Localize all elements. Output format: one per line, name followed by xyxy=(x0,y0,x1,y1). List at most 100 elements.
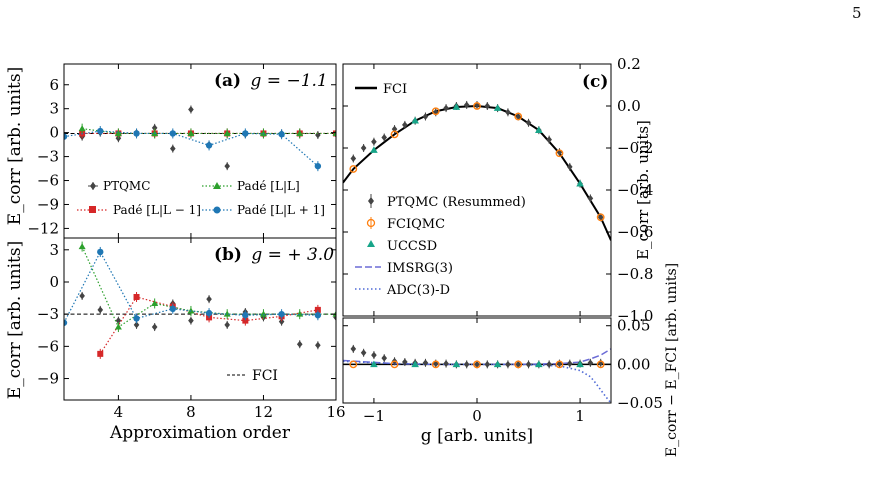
panel-b-series-2-point-1 xyxy=(114,323,122,330)
panel-c-fciqmc-point-4 xyxy=(514,112,523,121)
panel-d-uccsd-point-1 xyxy=(411,360,419,368)
panel-d-ptqmc-point-5 xyxy=(402,358,408,366)
panel-c-ptqmc-point-0 xyxy=(350,155,357,162)
panel-d-ptqmc-point-12 xyxy=(474,360,480,368)
panel-b-series-3-point-5 xyxy=(242,312,249,319)
panel-d-fciqmc-point-6 xyxy=(596,360,605,369)
panel-b-series-3-point-2 xyxy=(133,315,140,322)
panel-a-series-2-point-3 xyxy=(187,129,195,136)
panel-c-fciqmc-point-5 xyxy=(555,149,564,158)
panel-c-ytick-label-2: −0.2 xyxy=(617,139,653,157)
legend-fciqmc: FCIQMC xyxy=(387,217,445,232)
panel-c-ptqmc-point-19 xyxy=(546,136,552,144)
panel-d-uccsd-point-3 xyxy=(493,360,502,368)
panel-d-fciqmc-point-2 xyxy=(431,360,440,369)
panel-d-fciqmc-point-5 xyxy=(555,360,564,369)
panel-c-ptqmc-point-11 xyxy=(463,101,470,109)
panel-b-series-3-point-6 xyxy=(278,310,285,318)
panel-b-series-1-point-6 xyxy=(314,306,321,313)
panel-d-ptqmc-point-15 xyxy=(505,360,511,368)
panel-a-series-0-point-14 xyxy=(315,131,321,139)
panel-c-fciqmc-point-2 xyxy=(431,107,440,116)
panel-a-series-0-point-6 xyxy=(170,145,176,153)
panel-d-ptqmc-point-17 xyxy=(525,360,532,368)
panel-c-ptqmc-point-20 xyxy=(556,148,563,156)
legend-ptqmc-resummed: PTQMC (Resummed) xyxy=(387,195,526,210)
panel-b-series-0-point-13 xyxy=(296,340,303,348)
panel-d-xtick-label-2: 1 xyxy=(575,407,585,425)
legend-ptqmc: PTQMC xyxy=(103,179,150,193)
panel-b-series-2-point-0 xyxy=(78,243,86,250)
panel-d-uccsd-point-4 xyxy=(535,360,543,368)
panel-a-series-2-point-5 xyxy=(259,129,267,136)
panel-a-ytick-label-1: 3 xyxy=(49,100,59,118)
panel-b-ytick-label-0: 3 xyxy=(49,241,59,259)
panel-d-ptqmc-point-0 xyxy=(350,345,357,353)
panel-b-series-3-point-4 xyxy=(205,309,213,317)
panel-c-ptqmc-point-5 xyxy=(402,121,408,129)
panel-a xyxy=(64,105,336,172)
panel-d xyxy=(343,344,611,403)
panel-c-fciqmc-point-3 xyxy=(473,102,481,110)
panel-d-uccsd-point-5 xyxy=(576,360,584,368)
panel-b-series-1-point-1 xyxy=(133,294,140,301)
panel-b-series-0-point-12 xyxy=(278,318,285,326)
panel-b xyxy=(64,241,336,359)
panel-b-series-3-point-0 xyxy=(64,319,68,326)
panel-a-ytick-label-0: 6 xyxy=(49,76,59,94)
panel-a-series-3-point-1 xyxy=(97,127,104,135)
panel-c-ptqmc-point-24 xyxy=(597,213,604,221)
legend-pade-lm1: Padé [L|L − 1] xyxy=(113,203,201,217)
panel-b-series-1-point-0 xyxy=(97,350,104,357)
panel-a-series-3-point-5 xyxy=(242,130,249,137)
panel-b-ytick-label-3: −6 xyxy=(37,337,59,355)
panel-c-ptqmc-point-23 xyxy=(587,194,594,202)
panel-c-ptqmc-point-2 xyxy=(371,138,377,146)
panel-d-fciqmc-point-0 xyxy=(349,360,358,369)
panel-a-series-2-point-1 xyxy=(114,129,122,136)
panel-a-ytick-label-2: 0 xyxy=(49,124,59,142)
panel-a-series-0-point-5 xyxy=(151,124,158,132)
panel-b-series-0-point-8 xyxy=(206,295,212,303)
panel-d-ptqmc-point-1 xyxy=(360,349,367,357)
panel-c-ptqmc-point-15 xyxy=(505,108,511,116)
panel-b-series-2-point-5 xyxy=(259,310,267,317)
panel-b-ylabel: E_corr [arb. units] xyxy=(5,241,25,399)
panel-a-ylabel: E_corr [arb. units] xyxy=(5,67,25,225)
panel-b-series-3-line xyxy=(64,250,318,324)
panel-a-ticks: 6 3 0 −3 −6 −9 −12 xyxy=(27,64,337,238)
panel-b-series-2-point-4 xyxy=(223,310,231,317)
legend-adc: ADC(3)-D xyxy=(386,283,450,298)
panel-b-ytick-label-2: −3 xyxy=(37,305,59,323)
panel-d-ylabel: E_corr − E_FCI [arb. units] xyxy=(664,263,680,457)
panel-c-ptqmc-point-17 xyxy=(525,119,532,127)
legend-imsrg: IMSRG(3) xyxy=(387,261,453,276)
panel-a-series-2-point-6 xyxy=(296,129,304,136)
legend-uccsd-marker xyxy=(367,240,375,247)
panel-d-ptqmc-point-24 xyxy=(597,359,604,367)
panel-c-ylabel: E_corr [arb. units] xyxy=(634,120,652,260)
panel-a-ytick-label-6: −12 xyxy=(27,219,59,237)
panel-d-ptqmc-point-13 xyxy=(484,360,491,368)
panel-b-series-0-point-7 xyxy=(188,317,194,325)
panel-b-series-0-point-9 xyxy=(224,321,230,329)
panel-b-series-0-point-4 xyxy=(133,321,140,329)
panel-b-series-0-point-3 xyxy=(115,317,122,325)
legend-uccsd: UCCSD xyxy=(387,239,437,254)
panel-d-fciqmc-point-3 xyxy=(473,360,481,369)
panel-b-ytick-label-1: 0 xyxy=(49,273,59,291)
panel-a-series-3-point-0 xyxy=(64,133,68,140)
panel-b-series-0-point-14 xyxy=(315,341,321,349)
panel-d-xtick-label-1: 0 xyxy=(472,407,482,425)
panel-c-ytick-label-6: −1.0 xyxy=(617,307,653,325)
legend-pade-l: Padé [L|L] xyxy=(237,179,300,193)
panel-c-fciqmc-point-0 xyxy=(349,165,358,173)
panel-a-label: (a) g = −1.1 xyxy=(214,71,328,91)
panel-c-ptqmc-point-3 xyxy=(381,134,388,141)
panel-d-xlabel: g [arb. units] xyxy=(421,426,533,446)
panel-a-series-2-point-0 xyxy=(78,125,86,132)
panel-c-ytick-label-5: −0.8 xyxy=(617,265,653,283)
panel-d-ptqmc-point-11 xyxy=(463,360,470,368)
panel-d-fciqmc-point-4 xyxy=(514,360,523,369)
legend-ptqmc-marker xyxy=(90,182,96,190)
